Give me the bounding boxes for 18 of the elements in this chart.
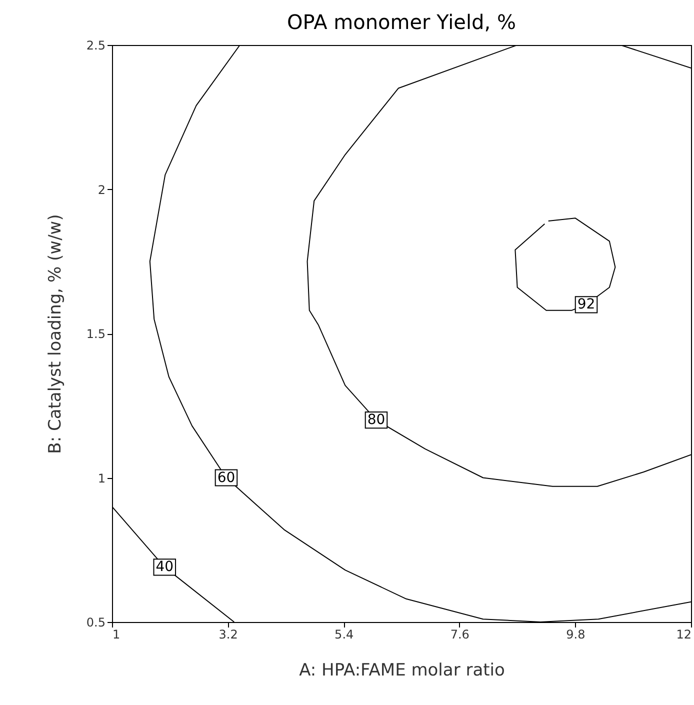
y-tick-label: 1.5 [86,327,106,341]
x-tick-label: 3.2 [218,628,238,642]
x-tick-label: 12 [676,628,692,642]
series-label: 60 [217,470,236,486]
series-label: 80 [367,412,386,428]
x-tick-label: 9.8 [566,628,586,642]
chart-title: OPA monomer Yield, % [287,10,516,34]
y-tick-label: 2 [98,182,106,197]
y-tick-label: 2.5 [86,38,106,52]
x-axis-title: A: HPA:FAME molar ratio [299,660,505,680]
series-label: 92 [577,296,596,313]
series-label: 40 [156,559,174,576]
x-tick-label: 1 [112,628,120,642]
y-tick-label: 0.5 [86,616,106,630]
x-tick-label: 5.4 [334,628,354,642]
y-tick-label: 1 [98,471,106,486]
x-tick-label: 7.6 [450,628,470,642]
y-axis-title: B: Catalyst loading, % (w/w) [45,214,66,454]
